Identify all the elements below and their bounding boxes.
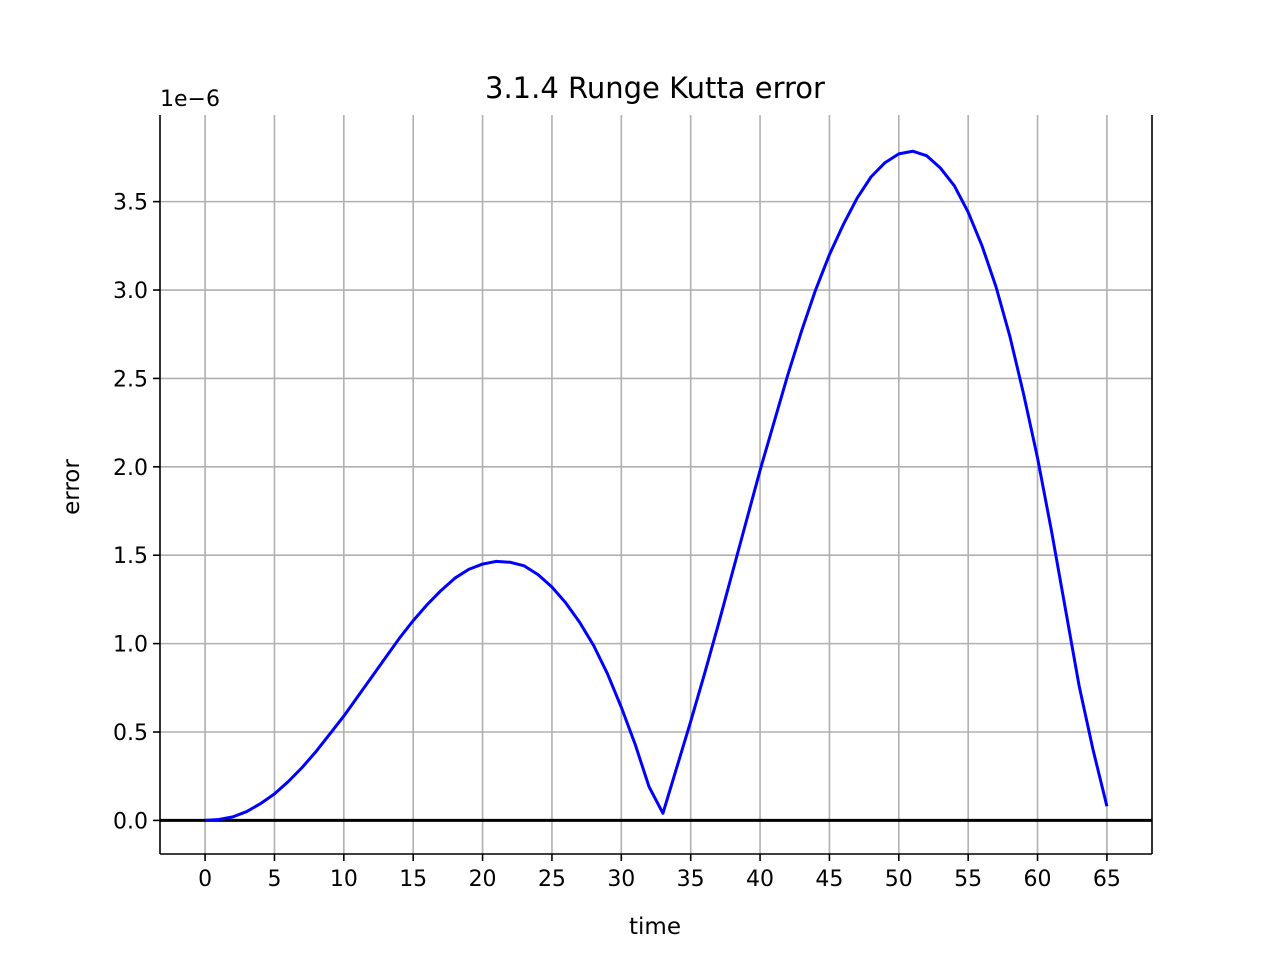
x-tick-label: 45 <box>815 867 843 892</box>
error-series-line <box>204 149 1109 822</box>
x-tick-label: 30 <box>607 867 635 892</box>
x-tick-label: 10 <box>330 867 358 892</box>
grid <box>160 115 1152 854</box>
y-tick-label: 0.5 <box>113 721 148 746</box>
x-tick-label: 20 <box>469 867 497 892</box>
x-tick-label: 35 <box>677 867 705 892</box>
y-offset-text: 1e−6 <box>160 87 220 112</box>
axes-spines <box>159 115 1153 855</box>
x-tick-label: 65 <box>1093 867 1121 892</box>
x-axis-label: time <box>629 914 681 940</box>
y-tick-label: 1.0 <box>113 633 148 658</box>
y-tick-label: 1.5 <box>113 544 148 569</box>
x-tick-label: 50 <box>885 867 913 892</box>
series-layer <box>204 149 1109 822</box>
y-axis-ticks: 0.0 0.5 1.0 1.5 2.0 2.5 3.0 3.5 <box>113 191 160 834</box>
chart-title: 3.1.4 Runge Kutta error <box>485 71 825 105</box>
y-tick-label: 2.0 <box>113 456 148 481</box>
x-tick-label: 25 <box>538 867 566 892</box>
y-axis-label: error <box>59 459 85 515</box>
x-tick-label: 0 <box>198 867 212 892</box>
x-tick-label: 55 <box>954 867 982 892</box>
x-axis-ticks: 0 5 10 15 20 25 30 35 40 45 50 55 60 65 <box>198 854 1121 892</box>
y-tick-label: 3.5 <box>113 191 148 216</box>
y-tick-label: 0.0 <box>113 809 148 834</box>
x-tick-label: 60 <box>1024 867 1052 892</box>
x-tick-label: 15 <box>399 867 427 892</box>
x-tick-label: 40 <box>746 867 774 892</box>
x-tick-label: 5 <box>267 867 281 892</box>
y-tick-label: 3.0 <box>113 279 148 304</box>
y-tick-label: 2.5 <box>113 367 148 392</box>
